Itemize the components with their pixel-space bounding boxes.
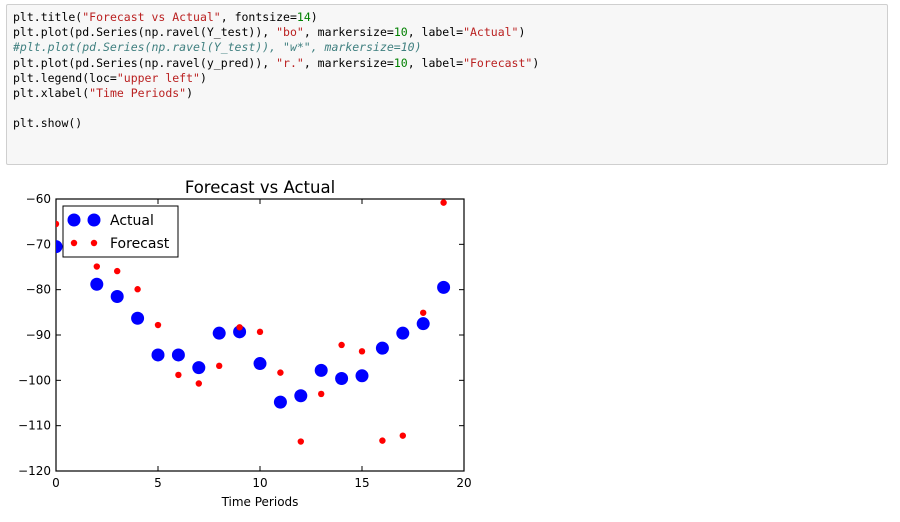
chart-title: Forecast vs Actual bbox=[185, 178, 335, 197]
forecast-point bbox=[277, 369, 284, 376]
y-tick-label: −60 bbox=[26, 192, 51, 206]
y-tick-label: −80 bbox=[26, 283, 51, 297]
forecast-point bbox=[420, 309, 427, 316]
legend-marker bbox=[70, 239, 78, 247]
x-tick-label: 20 bbox=[456, 476, 471, 490]
forecast-point bbox=[399, 432, 406, 439]
actual-point bbox=[396, 326, 410, 340]
actual-point bbox=[437, 280, 451, 294]
output-area: Forecast vs Actual 0 5 10 15 20 −60 −70 −80 −90 −… bbox=[0, 170, 900, 517]
code-line: plt.title("Forecast vs Actual", fontsize… bbox=[13, 10, 887, 25]
code-token: #plt.plot(pd.Series(np.ravel(Y_test)), "… bbox=[13, 40, 422, 55]
y-tick-label: −90 bbox=[26, 328, 51, 342]
x-tick-label: 10 bbox=[252, 476, 267, 490]
code-token: "r." bbox=[276, 55, 304, 70]
legend-marker bbox=[90, 239, 98, 247]
actual-point bbox=[273, 395, 287, 409]
x-tick-label: 5 bbox=[154, 476, 162, 490]
actual-point bbox=[294, 389, 308, 403]
y-tick-label: −70 bbox=[26, 237, 51, 251]
code-token: plt.plot(pd.Series(np.ravel(Y_test)), bbox=[13, 25, 277, 40]
code-token: "Time Periods" bbox=[89, 85, 187, 100]
forecast-point bbox=[56, 220, 60, 228]
code-token: 10 bbox=[393, 55, 408, 70]
forecast-point bbox=[114, 267, 121, 275]
forecast-point bbox=[297, 438, 304, 445]
actual-point bbox=[335, 372, 349, 386]
code-token: ) bbox=[199, 70, 207, 85]
code-line: #plt.plot(pd.Series(np.ravel(Y_test)), "… bbox=[13, 40, 887, 55]
actual-point bbox=[375, 341, 389, 355]
code-token: , markersize= bbox=[303, 25, 394, 40]
code-token: plt.legend(loc= bbox=[13, 70, 117, 85]
code-line: plt.legend(loc="upper left") bbox=[13, 71, 887, 86]
actual-point bbox=[110, 289, 124, 303]
x-tick-label: 15 bbox=[354, 476, 369, 490]
code-token: "bo" bbox=[276, 25, 304, 40]
code-line: plt.xlabel("Time Periods") bbox=[13, 86, 887, 101]
forecast-point bbox=[93, 263, 101, 270]
forecast-point bbox=[216, 362, 223, 370]
code-token: "upper left" bbox=[116, 70, 200, 85]
code-token: ) bbox=[310, 10, 318, 24]
code-token: plt.title( bbox=[13, 10, 83, 24]
x-axis-label: Time Periods bbox=[221, 495, 299, 509]
code-token: plt.plot(pd.Series(np.ravel(y_pred)), bbox=[13, 55, 277, 70]
actual-point bbox=[314, 363, 328, 377]
legend-marker bbox=[67, 213, 81, 227]
forecast-point bbox=[154, 321, 162, 329]
legend-marker bbox=[87, 213, 101, 227]
actual-point bbox=[151, 348, 165, 362]
actual-point bbox=[355, 369, 369, 383]
forecast-chart: Forecast vs Actual 0 5 10 15 20 −60 −70 −80 −90 −… bbox=[18, 178, 472, 509]
code-line: plt.plot(pd.Series(np.ravel(Y_test)), "b… bbox=[13, 25, 887, 40]
code-token: "Forecast" bbox=[463, 55, 533, 70]
forecast-point bbox=[195, 380, 202, 387]
actual-point bbox=[212, 326, 226, 340]
code-token: "Actual" bbox=[463, 25, 519, 40]
code-token: , label= bbox=[407, 25, 464, 40]
code-cell[interactable]: plt.title("Forecast vs Actual", fontsize… bbox=[6, 4, 888, 165]
y-tick-label: −100 bbox=[18, 373, 51, 387]
code-token: plt.xlabel( bbox=[13, 85, 90, 100]
code-editor[interactable]: plt.title("Forecast vs Actual", fontsize… bbox=[13, 10, 887, 132]
code-token: 10 bbox=[393, 25, 408, 40]
legend-label: Actual bbox=[110, 213, 154, 229]
forecast-point bbox=[134, 286, 141, 293]
code-token: ) bbox=[518, 25, 526, 40]
actual-point bbox=[233, 325, 247, 339]
actual-point bbox=[90, 277, 104, 291]
forecast-point bbox=[256, 328, 264, 336]
code-token: "Forecast vs Actual" bbox=[82, 10, 221, 24]
actual-point bbox=[416, 317, 430, 331]
code-token: plt.show() bbox=[13, 116, 83, 131]
code-token: 14 bbox=[296, 10, 311, 24]
forecast-point bbox=[236, 324, 243, 331]
x-tick-label: 0 bbox=[52, 476, 60, 490]
actual-point bbox=[56, 240, 63, 254]
code-token: , label= bbox=[407, 55, 464, 70]
forecast-point bbox=[440, 199, 447, 206]
code-token: ) bbox=[186, 85, 194, 100]
actual-point bbox=[192, 361, 206, 375]
y-tick-label: −120 bbox=[18, 464, 51, 478]
code-token: , fontsize= bbox=[220, 10, 297, 24]
code-line: plt.show() bbox=[13, 116, 887, 131]
legend-label: Forecast bbox=[110, 236, 170, 252]
actual-point bbox=[171, 348, 185, 362]
forecast-point bbox=[358, 348, 366, 355]
code-line bbox=[13, 101, 887, 116]
code-token: , markersize= bbox=[303, 55, 394, 70]
forecast-point bbox=[318, 390, 325, 398]
y-tick-label: −110 bbox=[18, 419, 51, 433]
legend-box bbox=[62, 205, 179, 258]
actual-point bbox=[131, 311, 145, 325]
forecast-point bbox=[175, 371, 182, 379]
actual-point bbox=[253, 357, 267, 371]
code-token: ) bbox=[532, 55, 540, 70]
forecast-point bbox=[338, 341, 345, 349]
code-line: plt.plot(pd.Series(np.ravel(y_pred)), "r… bbox=[13, 56, 887, 71]
forecast-point bbox=[379, 437, 386, 444]
